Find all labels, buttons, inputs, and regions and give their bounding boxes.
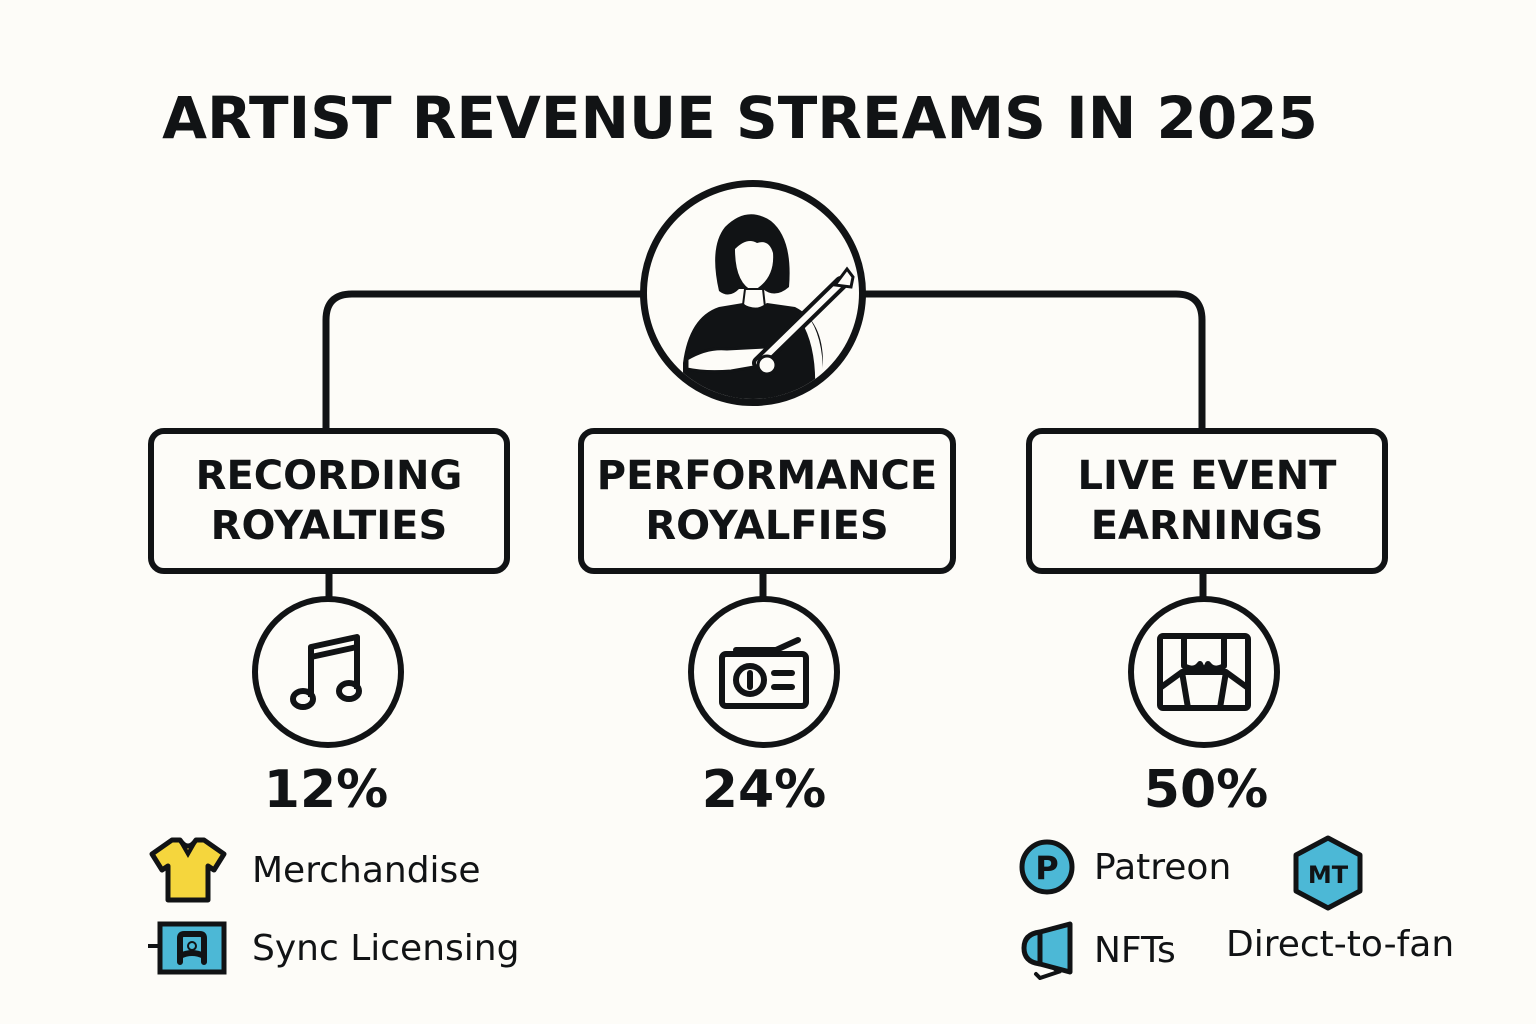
radio-icon bbox=[719, 637, 809, 709]
category-label-line2: ROYALFIES bbox=[645, 503, 889, 549]
category-box-recording-royalties: RECORDING ROYALTIES bbox=[148, 428, 510, 574]
legend-label: Merchandise bbox=[252, 849, 481, 891]
artist-hub bbox=[640, 180, 866, 406]
legend-label: Direct-to-fan bbox=[1226, 924, 1455, 965]
sync-licensing-icon bbox=[148, 921, 227, 975]
category-label-line1: LIVE EVENT bbox=[1077, 453, 1337, 499]
svg-text:MT: MT bbox=[1308, 861, 1349, 889]
tshirt-icon bbox=[149, 837, 227, 903]
legend-item-sync-licensing: Sync Licensing bbox=[148, 920, 519, 976]
performance-percent: 24% bbox=[701, 760, 827, 820]
recording-icon-circle bbox=[252, 596, 404, 748]
legend-label: NFTs bbox=[1094, 929, 1176, 971]
legend-item-nfts: NFTs bbox=[1020, 920, 1176, 980]
legend-item-patreon: P Patreon bbox=[1018, 838, 1231, 896]
category-label-line2: ROYALTIES bbox=[210, 503, 448, 549]
legend-item-merchandise: Merchandise bbox=[148, 836, 480, 904]
category-label-line1: PERFORMANCE bbox=[596, 453, 938, 499]
mt-hexagon-icon: MT bbox=[1293, 835, 1363, 911]
live-event-icon-circle bbox=[1128, 596, 1280, 748]
megaphone-icon bbox=[1021, 921, 1073, 980]
live-event-percent: 50% bbox=[1143, 760, 1269, 820]
category-label-line2: EARNINGS bbox=[1090, 503, 1324, 549]
legend-item-mt: MT bbox=[1292, 834, 1364, 917]
music-note-icon bbox=[290, 634, 362, 710]
stage-curtain-icon bbox=[1157, 633, 1251, 711]
legend-label: Sync Licensing bbox=[252, 927, 520, 969]
patreon-icon: P bbox=[1019, 839, 1075, 895]
svg-text:P: P bbox=[1035, 849, 1058, 887]
legend-label: Patreon bbox=[1094, 846, 1232, 888]
category-box-live-event-earnings: LIVE EVENT EARNINGS bbox=[1026, 428, 1388, 574]
recording-percent: 12% bbox=[263, 760, 389, 820]
category-label-line1: RECORDING bbox=[195, 453, 463, 499]
guitarist-icon bbox=[683, 214, 855, 399]
legend-item-direct-to-fan: Direct-to-fan bbox=[1226, 924, 1454, 965]
page-title: ARTIST REVENUE STREAMS IN 2025 bbox=[162, 84, 1318, 152]
category-box-performance-royalties: PERFORMANCE ROYALFIES bbox=[578, 428, 956, 574]
performance-icon-circle bbox=[688, 596, 840, 748]
